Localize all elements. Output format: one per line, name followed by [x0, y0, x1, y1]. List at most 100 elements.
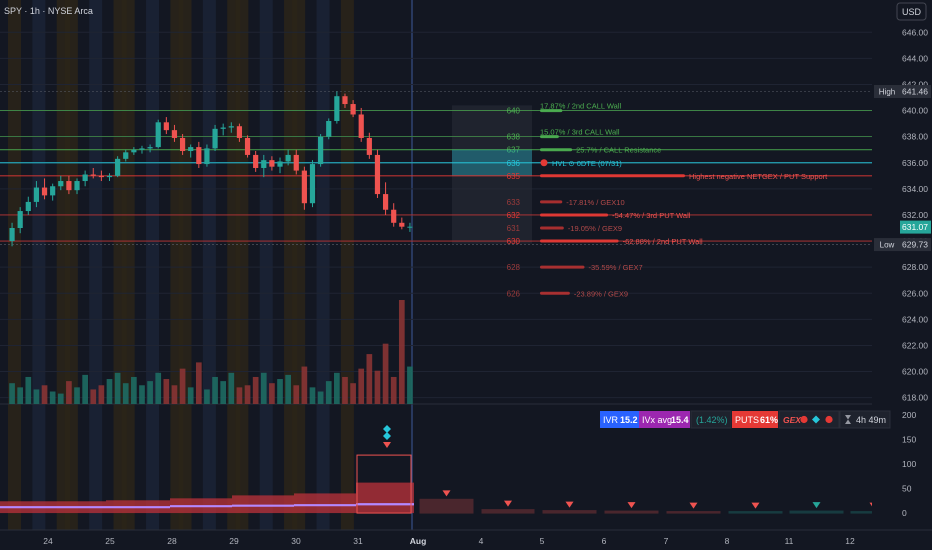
iv-band [294, 493, 356, 514]
lower-tick-label: 200 [902, 410, 916, 420]
session-band [8, 0, 21, 530]
candle-body[interactable] [147, 147, 153, 149]
price-tick-label: 624.00 [902, 314, 928, 324]
forward-bar [481, 509, 535, 514]
time-tick-label: 7 [664, 536, 669, 546]
candle-body[interactable] [163, 122, 169, 131]
candle-body[interactable] [358, 114, 364, 138]
candle-body[interactable] [301, 170, 307, 204]
time-tick-label: Aug [410, 536, 427, 546]
volume-bar [309, 387, 316, 404]
candle-body[interactable] [212, 128, 218, 149]
candle-body[interactable] [50, 186, 56, 196]
volume-bar [195, 362, 202, 404]
price-axis[interactable]: 646.00 644.00 642.00 640.00 638.00 636.00 634.… [0, 0, 932, 530]
gex-level-label: -23.89% / GEX9 [574, 289, 628, 298]
volume-bar [277, 379, 283, 404]
candle-body[interactable] [318, 136, 324, 165]
candle-body[interactable] [399, 222, 405, 227]
gex-strike-label: 640 [507, 107, 521, 116]
candle-body[interactable] [58, 181, 64, 187]
candle-body[interactable] [407, 226, 413, 228]
candle-body[interactable] [220, 127, 226, 129]
hvl-band [452, 149, 532, 176]
session-band [316, 0, 330, 530]
candle-body[interactable] [382, 194, 389, 210]
gex-level-label: -17.81% / GEX10 [566, 198, 624, 207]
candle-body[interactable] [366, 137, 372, 155]
candle-body[interactable] [309, 164, 316, 204]
candle-body[interactable] [334, 96, 340, 122]
candle-body[interactable] [391, 209, 397, 223]
candle-body[interactable] [123, 152, 129, 159]
time-axis[interactable]: 24 25 28 29 30 31 Aug 4 5 6 7 8 11 12 [0, 529, 932, 550]
candle-body[interactable] [171, 130, 178, 138]
gex-bar [540, 265, 585, 269]
candle-body[interactable] [293, 154, 299, 171]
candle-body[interactable] [253, 154, 259, 168]
gex-badge [778, 410, 840, 429]
candle-body[interactable] [33, 187, 40, 202]
forward-bar [604, 510, 659, 514]
volume-bar [139, 385, 145, 404]
candle-body[interactable] [115, 158, 121, 176]
gex-bar [540, 200, 563, 204]
ivx-badge [639, 411, 690, 428]
candle-body[interactable] [285, 154, 291, 162]
candle-body[interactable] [74, 181, 80, 191]
iv-band [356, 482, 414, 514]
candlesticks[interactable] [9, 90, 413, 247]
volume-bar [301, 366, 308, 404]
candle-body[interactable] [131, 149, 137, 153]
candle-body[interactable] [277, 161, 283, 167]
candle-body[interactable] [179, 137, 186, 152]
gex-level-label: -35.59% / GEX7 [588, 263, 642, 272]
candle-body[interactable] [350, 104, 356, 115]
time-tick-label: 6 [602, 536, 607, 546]
candle-body[interactable] [155, 122, 161, 148]
gex-level-label: -62.88% / 2nd PUT Wall [623, 237, 703, 246]
current-session-box [356, 454, 412, 514]
candle-body[interactable] [9, 228, 15, 242]
volume-bar [155, 372, 162, 404]
down-arrow-icon [627, 502, 636, 509]
puts-label: PUTS [735, 415, 759, 425]
down-arrow-icon [383, 442, 391, 448]
candle-body[interactable] [66, 181, 72, 191]
candle-body[interactable] [41, 187, 48, 196]
currency-button[interactable]: USD [896, 2, 927, 21]
candle-body[interactable] [82, 174, 88, 182]
price-tick-label: 620.00 [902, 367, 928, 377]
candle-body[interactable] [236, 126, 243, 138]
candle-body[interactable] [98, 175, 104, 178]
candle-body[interactable] [261, 160, 267, 168]
volume-bar [342, 376, 348, 404]
change-badge [690, 410, 732, 429]
gex-strike-label: 638 [507, 133, 521, 142]
candle-body[interactable] [269, 160, 275, 167]
candle-body[interactable] [139, 148, 145, 150]
candle-body[interactable] [25, 201, 31, 212]
candle-body[interactable] [188, 147, 194, 152]
ivr-value: 15.2 [620, 415, 638, 425]
candle-body[interactable] [90, 174, 96, 176]
candle-body[interactable] [106, 175, 113, 178]
candle-body[interactable] [244, 137, 251, 155]
candle-body[interactable] [342, 96, 348, 105]
candle-body[interactable] [228, 126, 234, 128]
gex-level-label: HVL ⊙ 0DTE (07/31) [552, 159, 622, 168]
candle-body[interactable] [374, 154, 381, 195]
price-tick-label: 626.00 [902, 288, 928, 298]
candle-body[interactable] [204, 148, 210, 165]
gex-level-label: 15.07% / 3rd CALL Wall [540, 128, 620, 137]
candle-body[interactable] [196, 147, 202, 165]
down-arrow-icon [689, 502, 698, 509]
candle-body[interactable] [17, 211, 23, 229]
candle-body[interactable] [326, 121, 332, 137]
lower-tick-label: 0 [902, 508, 907, 518]
price-tick-label: 638.00 [902, 132, 928, 142]
gex-strike-label: 632 [507, 211, 521, 220]
volume-bar [163, 379, 170, 404]
gex-strike-label: 628 [507, 263, 521, 272]
